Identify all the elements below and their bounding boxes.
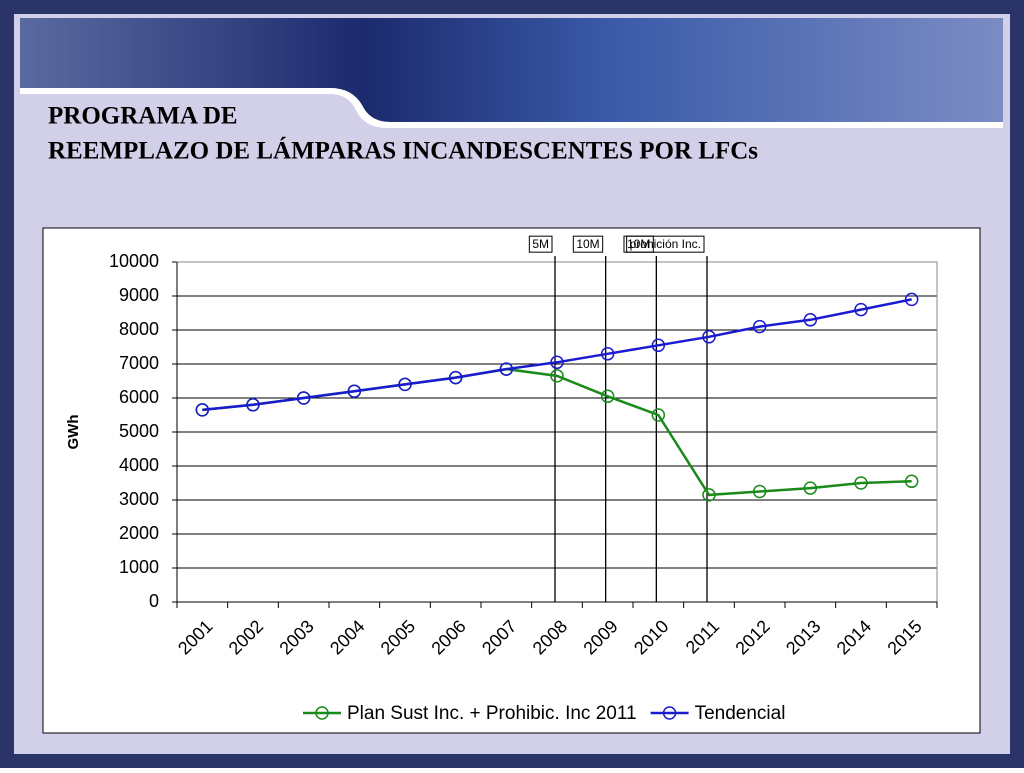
data-point bbox=[854, 476, 868, 490]
title: PROGRAMA DE bbox=[48, 103, 238, 130]
data-point bbox=[398, 377, 412, 392]
data-point bbox=[600, 389, 615, 404]
header-banner bbox=[20, 18, 1003, 122]
data-point bbox=[803, 313, 818, 327]
y-tick-label: 2000 bbox=[119, 523, 159, 543]
data-point bbox=[651, 408, 666, 422]
data-point bbox=[752, 484, 767, 499]
legend-label: Plan Sust Inc. + Prohibic. Inc 2011 bbox=[347, 703, 637, 724]
data-point bbox=[854, 302, 868, 317]
annotation-label: 10M bbox=[627, 237, 650, 251]
data-point bbox=[448, 370, 463, 385]
y-tick-label: 3000 bbox=[119, 489, 159, 509]
y-tick-label: 7000 bbox=[119, 353, 159, 373]
chart: 0 1000 2000 3000 4000 5000 6000 7000 8000 9000 100… bbox=[65, 235, 938, 724]
data-point bbox=[600, 347, 615, 361]
annotation-label: prohición Inc. bbox=[630, 237, 701, 251]
data-point bbox=[246, 398, 260, 412]
data-point bbox=[296, 391, 311, 405]
y-tick-label: 1000 bbox=[119, 557, 159, 577]
y-tick-label: 8000 bbox=[119, 319, 159, 339]
annotation-label: 10M bbox=[576, 237, 599, 251]
data-point bbox=[347, 384, 362, 398]
chart-box bbox=[42, 227, 981, 734]
legend-marker bbox=[315, 706, 329, 720]
data-point bbox=[499, 362, 514, 376]
y-axis-label: GWh bbox=[65, 415, 82, 450]
annotation-label: 5M bbox=[532, 237, 549, 251]
y-tick-label: 5000 bbox=[119, 421, 159, 441]
y-tick-label: 9000 bbox=[119, 285, 159, 305]
data-point bbox=[550, 355, 564, 370]
data-point bbox=[702, 488, 716, 502]
data-point bbox=[803, 481, 818, 495]
annotation-box bbox=[572, 235, 604, 253]
data-point bbox=[550, 369, 564, 383]
legend-marker bbox=[662, 706, 677, 720]
y-tick-label: 6000 bbox=[119, 387, 159, 407]
data-point bbox=[904, 474, 919, 489]
y-tick-label: 4000 bbox=[119, 455, 159, 475]
data-point bbox=[702, 330, 716, 344]
y-tick-label: 10000 bbox=[109, 251, 159, 271]
title: REEMPLAZO DE LÁMPARAS INCANDESCENTES POR… bbox=[48, 137, 758, 165]
data-point bbox=[195, 403, 210, 417]
data-point bbox=[752, 319, 767, 334]
annotation-box bbox=[528, 235, 553, 253]
legend-label: Tendencial bbox=[695, 703, 786, 724]
data-point bbox=[651, 338, 666, 353]
series-line bbox=[202, 298, 912, 412]
data-point bbox=[904, 292, 919, 307]
y-tick-label: 0 bbox=[149, 591, 159, 611]
annotation-box bbox=[626, 235, 705, 253]
header-curve bbox=[20, 88, 1003, 128]
